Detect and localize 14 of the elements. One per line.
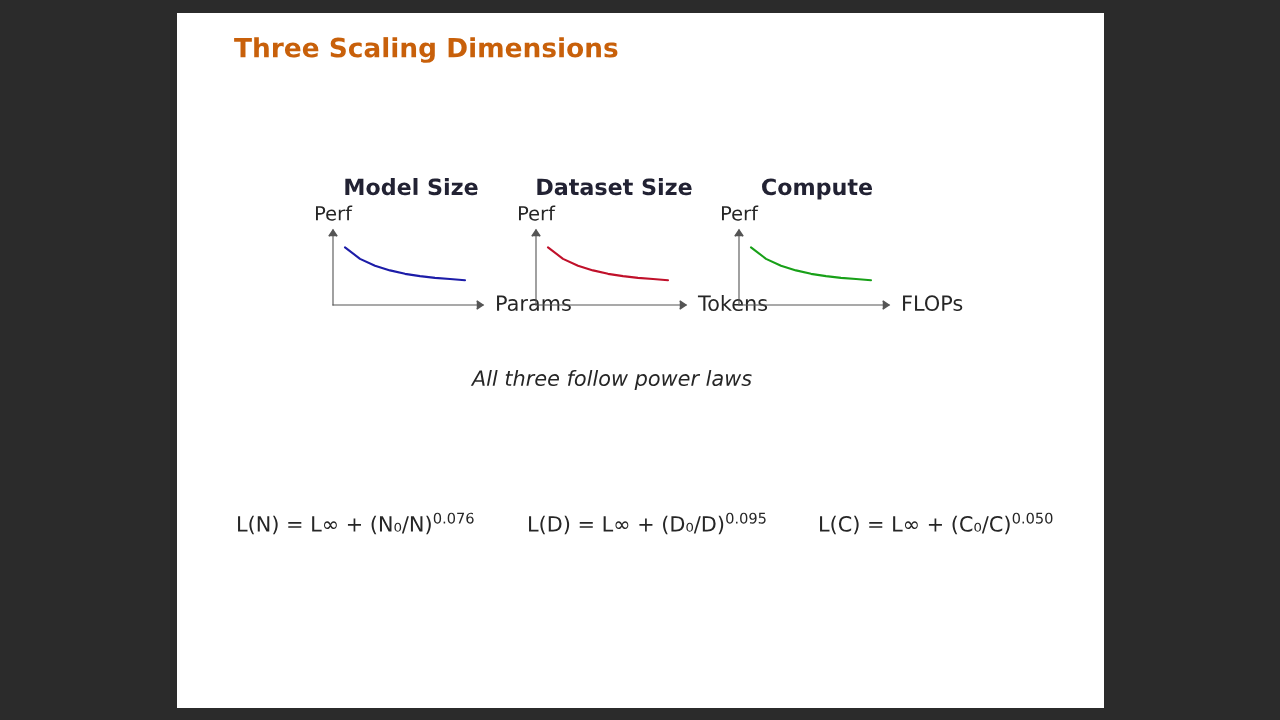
x-axis-title: FLOPs [903,295,963,312]
text: All three follow power laws [470,369,752,391]
chart-title: Dataset Size [537,178,692,196]
x-axis-title: Params [497,295,571,312]
y-axis-title: Perf [316,205,353,221]
text: Three Scaling Dimensions [234,37,618,63]
chart-title: Compute [762,178,872,200]
x-axis-title: Tokens [697,294,768,312]
text: L(D) = L∞ + (D₀/D)$^{0.095}$ [529,512,766,535]
text: L(N) = L∞ + (N₀/N)$^{0.076}$ [238,512,474,535]
text: L(C) = L∞ + (C₀/C)$^{0.050}$ [820,512,1053,535]
y-axis-title: Perf [519,205,556,221]
y-axis-title: Perf [722,205,759,221]
chart-title: Model Size [345,178,478,196]
